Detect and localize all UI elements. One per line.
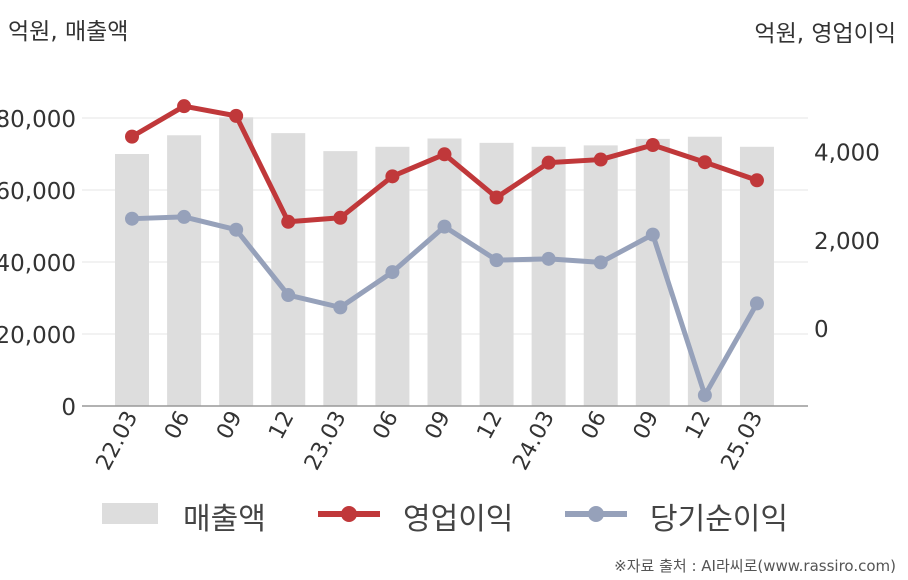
operating-profit-point [489,190,504,205]
x-tick-label: 09 [212,407,247,443]
x-tick-label: 06 [577,407,612,443]
right-tick-label: 0 [814,317,829,343]
net-income-point [125,211,139,226]
x-tick-label: 25.03 [717,407,769,474]
operating-profit-point [385,169,400,184]
right-axis-unit: 억원, 영업이익 [754,21,896,47]
net-income-point [541,251,556,266]
legend [102,503,627,524]
x-tick-label: 12 [264,407,299,443]
left-axis-ticks: 0 20,000 40,000 60,000 80,000 [0,107,76,421]
net-income-point [333,300,348,315]
operating-profit-point [697,155,712,170]
left-tick-label: 40,000 [0,251,76,277]
x-tick-label: 22.03 [92,407,144,474]
operating-profit-point [645,137,660,152]
revenue-bar [219,117,254,406]
x-tick-label: 12 [473,407,508,443]
revenue-bar [167,135,202,406]
operating-profit-point [437,147,452,162]
operating-profit-point [541,155,556,170]
operating-profit-point [333,210,348,225]
x-tick-label: 06 [368,407,403,443]
operating-profit-point [229,108,244,123]
net-income-point [177,209,192,224]
operating-profit-point [125,129,139,144]
net-income-point [281,288,296,303]
legend-swatch-revenue [102,503,158,524]
legend-marker-operating-profit [341,506,357,522]
legend-label-net-income: 당기순이익 [650,502,788,537]
net-income-point [749,296,764,311]
revenue-bar [479,142,514,406]
revenue-bar [271,133,306,406]
left-tick-label: 0 [61,395,76,421]
x-axis-ticks: 22.03 06 09 12 23.03 06 09 12 24.03 06 09 12 25.03 [92,407,769,474]
net-income-point [385,265,400,280]
revenue-bar [739,146,774,407]
net-income-point [593,255,608,270]
left-tick-label: 80,000 [0,107,76,133]
x-tick-label: 06 [160,407,195,443]
operating-profit-point [593,152,608,167]
operating-profit-point [749,173,764,188]
x-tick-label: 09 [421,407,456,443]
legend-marker-net-income [588,506,604,522]
x-tick-label: 12 [681,407,716,443]
left-tick-label: 20,000 [0,323,76,349]
line-series [125,99,764,403]
source-note: ※자료 출처 : AI라씨로(www.rassiro.com) [614,557,896,575]
revenue-bar [323,151,358,406]
net-income-point [437,219,452,234]
x-tick-label: 09 [629,407,664,443]
left-axis-unit: 억원, 매출액 [8,19,129,45]
net-income-point [697,388,712,403]
operating-profit-point [281,214,296,229]
operating-profit-point [177,99,192,114]
net-income-point [229,222,244,237]
right-tick-label: 2,000 [814,229,880,255]
left-tick-label: 60,000 [0,179,76,205]
revenue-bar [583,145,618,407]
net-income-point [645,227,660,242]
legend-label-operating-profit: 영업이익 [403,502,514,537]
revenue-bar [115,154,149,406]
revenue-bar [531,146,566,407]
legend-label-revenue: 매출액 [183,502,266,537]
right-tick-label: 4,000 [814,141,880,167]
x-tick-label: 23.03 [300,407,352,474]
right-axis-ticks: 0 2,000 4,000 [814,141,880,344]
revenue-bar [427,138,462,406]
x-tick-label: 24.03 [508,407,560,474]
net-income-point [489,253,504,268]
